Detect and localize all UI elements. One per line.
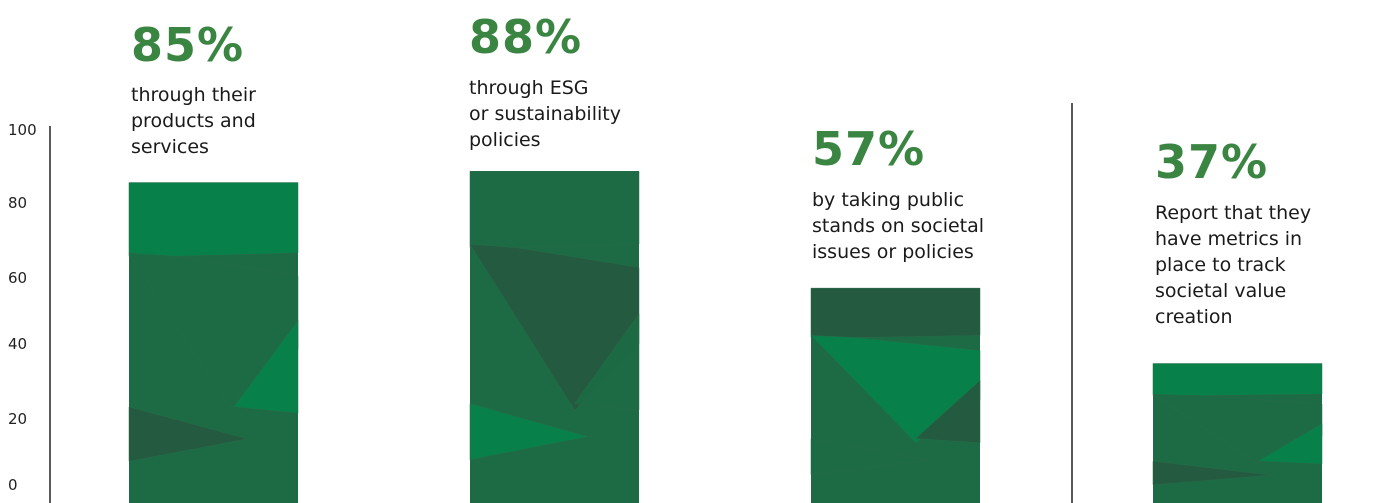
bar-value-label: 37% [1155,135,1269,189]
bar-facet [574,313,640,411]
bar-facet [469,403,589,461]
description-line: through their [131,84,256,106]
bar-facet [128,406,248,462]
y-tick-label: 0 [8,476,18,494]
description-line: policies [469,129,541,151]
description-line: place to track [1155,254,1286,276]
description-line: creation [1155,306,1233,328]
bar [469,170,640,503]
bar-facet [1152,363,1323,396]
description-line: issues or policies [812,241,974,263]
y-tick-label: 80 [8,194,28,212]
bar-facet [810,438,930,476]
bar-facet [128,182,299,257]
bar-facet [810,287,981,338]
description-line: societal value [1155,280,1287,302]
description-line: products and [131,110,256,132]
description-line: services [131,136,209,158]
description-line: by taking public [812,189,965,211]
bar-description: through their products and services [131,82,256,160]
description-line: have metrics in [1155,228,1303,250]
bar-facet [233,319,299,414]
bar-description: by taking public stands on societal issu… [812,187,984,265]
bar-facet [1152,460,1272,486]
y-tick-label: 40 [8,335,28,353]
description-line: or sustainability [469,103,621,125]
bar [128,182,299,503]
bar-description: Report that they have metrics in place t… [1155,200,1311,330]
bar-description: through ESG or sustainability policies [469,75,621,153]
description-line: stands on societal [812,215,985,237]
bar-facet [469,170,640,248]
bar [1152,363,1323,503]
bar-value-label: 85% [131,18,245,72]
y-tick-label: 20 [8,410,28,428]
bar [810,287,981,503]
description-line: through ESG [469,77,589,99]
y-tick-label: 60 [8,269,28,287]
description-line: Report that they [1155,202,1312,224]
y-tick-label: 100 [8,121,37,139]
bar-facet [915,379,981,444]
bar-value-label: 88% [469,10,583,64]
bar-value-label: 57% [812,122,926,176]
bar-facet [1256,423,1323,465]
